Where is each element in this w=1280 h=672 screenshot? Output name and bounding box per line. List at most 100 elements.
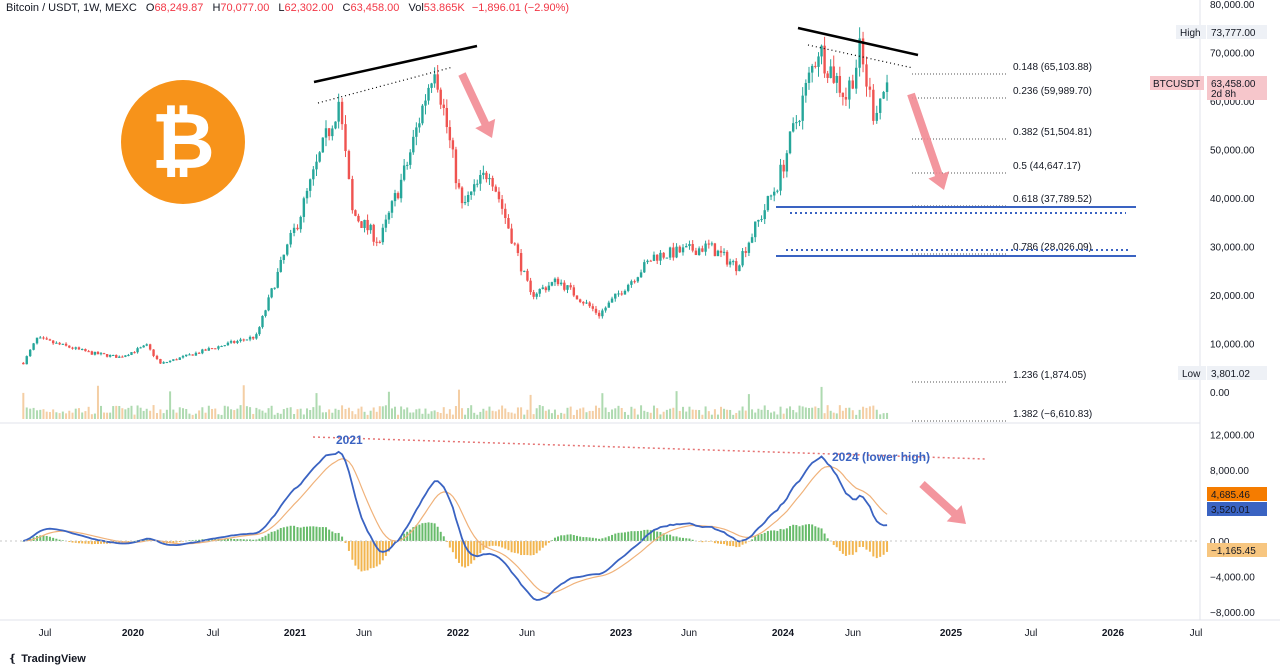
macd-histogram-bar [627, 531, 630, 541]
macd-histogram-bar [656, 531, 659, 541]
macd-histogram-bar [118, 541, 121, 544]
candle-body [427, 87, 430, 101]
macd-histogram-bar [366, 541, 369, 571]
tradingview-logo[interactable]: ❴ TradingView [8, 652, 86, 665]
volume-bar [457, 389, 460, 419]
candle-body [643, 262, 646, 273]
macd-histogram-bar [454, 541, 457, 559]
volume-bar [90, 414, 93, 419]
macd-histogram-bar [823, 533, 826, 541]
macd-histogram-bar [560, 535, 563, 541]
candle-body [591, 306, 595, 309]
volume-bar [633, 408, 636, 419]
candle-body [312, 169, 315, 180]
macd-histogram-bar [127, 541, 130, 542]
candle-body [415, 127, 418, 137]
macd-histogram-bar [384, 541, 387, 556]
candle-body [172, 359, 175, 361]
macd-histogram-bar [504, 541, 507, 549]
macd-histogram-bar [738, 541, 741, 547]
volume-bar [630, 406, 633, 419]
low-value: 3,801.02 [1211, 369, 1250, 380]
volume-bar [239, 405, 242, 419]
volume-bar [464, 414, 467, 419]
volume-bar [433, 410, 436, 419]
macd-histogram-bar [488, 541, 491, 547]
candle-body [538, 288, 541, 294]
candle-body [245, 339, 249, 341]
macd-histogram-bar [757, 534, 760, 541]
candle-body [214, 348, 217, 350]
volume-bar [855, 414, 858, 419]
macd-histogram-bar [354, 541, 357, 566]
volume-bar [707, 411, 710, 419]
volume-bar [720, 406, 723, 419]
candle-body [121, 356, 124, 358]
candle-body [544, 287, 548, 291]
macd-histogram-bar [808, 524, 811, 541]
volume-bar [211, 408, 214, 419]
candle-body [421, 105, 424, 124]
macd-histogram-bar [390, 541, 393, 547]
macd-histogram-bar [497, 541, 500, 547]
volume-bar [261, 410, 264, 419]
symbol-title: Bitcoin / USDT, 1W, MEXC [6, 2, 137, 14]
candle-body [728, 261, 732, 265]
volume-bar [130, 405, 133, 419]
candle-body [276, 271, 279, 288]
candle-body [832, 66, 835, 83]
candle-body [731, 261, 735, 263]
chart-header: Bitcoin / USDT, 1W, MEXC O68,249.87 H70,… [6, 2, 569, 14]
candle-body [851, 80, 854, 89]
down-arrow-macd [919, 481, 966, 524]
macd-histogram-bar [649, 530, 652, 541]
candle-body [185, 354, 188, 357]
candle-body [623, 290, 627, 295]
candle-body [878, 98, 882, 113]
candle-body [725, 251, 729, 265]
volume-bar [710, 414, 713, 419]
fib-level-label: 1.382 (−6,610.83) [1013, 409, 1092, 420]
candle-body [48, 339, 52, 341]
macd-histogram-bar [858, 541, 861, 548]
volume-bar [814, 406, 817, 419]
macd-histogram-bar [464, 541, 467, 568]
candle-body [226, 342, 230, 346]
macd-histogram-bar [572, 535, 575, 541]
time-axis-label: 2026 [1102, 628, 1125, 639]
macd-histogram-bar [835, 541, 838, 548]
volume-bar [572, 414, 575, 419]
macd-histogram-bar [233, 538, 236, 541]
volume-bar [448, 409, 451, 419]
volume-bar [48, 412, 51, 419]
macd-histogram-bar [685, 538, 688, 541]
candle-body [844, 96, 848, 100]
candle-body [569, 285, 572, 288]
macd-histogram-bar [479, 541, 482, 554]
macd-histogram-bar [42, 535, 45, 541]
macd-histogram-bar [442, 536, 445, 541]
volume-bar [252, 413, 255, 419]
volume-bar [289, 407, 292, 419]
candle-body [747, 242, 751, 253]
macd-tick-label: 0.00 [1210, 537, 1230, 548]
macd-histogram-bar [451, 541, 454, 553]
volume-bar [279, 413, 282, 419]
candle-body [741, 251, 744, 266]
macd-histogram-bar [178, 541, 181, 542]
candle-body [402, 165, 406, 180]
volume-bar [93, 413, 96, 419]
candle-body [387, 212, 391, 220]
candle-body [327, 128, 331, 137]
volume-bar [242, 385, 245, 419]
candle-body [497, 191, 501, 200]
macd-histogram-bar [245, 539, 248, 541]
candle-body [264, 310, 267, 316]
macd-histogram-bar [698, 541, 701, 542]
volume-bar [194, 413, 197, 419]
last-symbol-bg [1150, 76, 1204, 90]
volume-bar [882, 413, 885, 419]
volume-bar [418, 408, 421, 419]
volume-bar [553, 409, 556, 419]
